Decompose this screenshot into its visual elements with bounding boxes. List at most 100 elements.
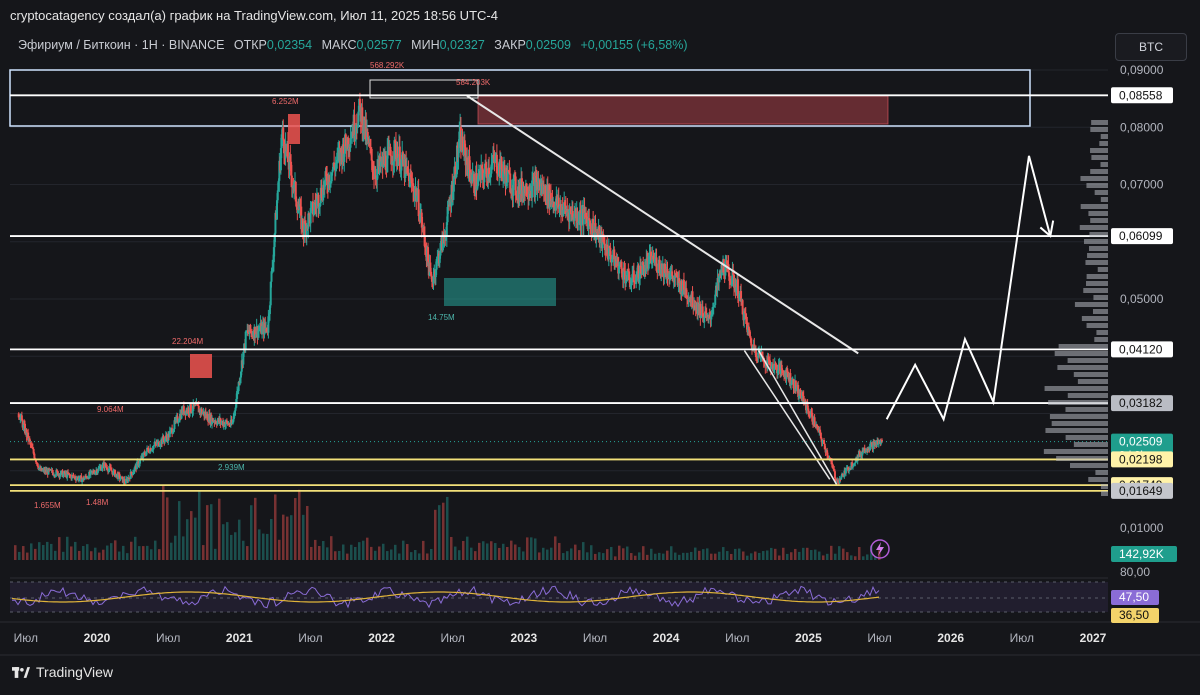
candle-body bbox=[844, 468, 847, 474]
volume-bar bbox=[278, 539, 281, 560]
candle-body bbox=[271, 267, 274, 272]
candle-body bbox=[454, 166, 457, 178]
volume-profile-bar bbox=[1083, 288, 1108, 293]
volume-bar bbox=[778, 555, 781, 560]
volume-bar bbox=[742, 551, 745, 560]
candle-body bbox=[172, 429, 175, 433]
candle-body bbox=[587, 218, 590, 230]
candle-body bbox=[78, 478, 81, 481]
change-value: +0,00155 (+6,58%) bbox=[580, 38, 688, 52]
candle-body bbox=[400, 159, 403, 171]
candle-body bbox=[484, 163, 487, 169]
volume-profile-bar bbox=[1090, 127, 1108, 132]
candle-body bbox=[497, 174, 500, 176]
level-price-box bbox=[1111, 482, 1173, 499]
candle-body bbox=[749, 336, 752, 339]
volume-bar bbox=[190, 511, 193, 560]
candle-body bbox=[592, 233, 595, 236]
candle-body bbox=[20, 415, 23, 421]
tradingview-logo[interactable]: TradingView bbox=[12, 664, 113, 680]
volume-bar bbox=[210, 504, 213, 560]
volume-bar bbox=[290, 515, 293, 560]
candle-body bbox=[806, 402, 809, 409]
candle-body bbox=[441, 232, 444, 251]
candle-body bbox=[608, 246, 611, 248]
candle-body bbox=[785, 368, 788, 379]
candle-body bbox=[720, 264, 723, 276]
candle-body bbox=[630, 282, 633, 285]
candle-body bbox=[386, 150, 389, 173]
candle-body bbox=[527, 193, 530, 199]
candle-body bbox=[623, 267, 626, 272]
volume-bar bbox=[74, 541, 77, 560]
volume-profile-bar bbox=[1081, 316, 1108, 321]
candle-body bbox=[632, 270, 635, 282]
candle-body bbox=[786, 368, 789, 373]
candle-body bbox=[502, 171, 505, 178]
candle-body bbox=[297, 209, 300, 213]
volume-bar bbox=[106, 545, 109, 560]
candle-body bbox=[189, 404, 192, 413]
candle-body bbox=[745, 319, 748, 323]
volume-bar bbox=[874, 556, 877, 560]
candle-body bbox=[420, 212, 423, 228]
volume-bar bbox=[670, 546, 673, 560]
volume-bar bbox=[402, 540, 405, 560]
candle-body bbox=[297, 209, 300, 211]
candle-body bbox=[62, 473, 65, 477]
volume-bar bbox=[22, 546, 25, 560]
volume-bar bbox=[530, 537, 533, 560]
candle-body bbox=[566, 208, 569, 213]
candle-body bbox=[588, 218, 591, 221]
volume-bar bbox=[30, 543, 33, 560]
y-tick-label: 0,09000 bbox=[1120, 63, 1164, 77]
candle-body bbox=[819, 429, 822, 433]
candle-body bbox=[700, 315, 703, 319]
lightning-icon[interactable] bbox=[870, 539, 890, 559]
volume-bar bbox=[38, 542, 41, 560]
volume-bar bbox=[554, 536, 557, 560]
volume-bar bbox=[646, 554, 649, 560]
volume-bar bbox=[174, 535, 177, 560]
candle-body bbox=[645, 258, 648, 272]
candle-body bbox=[372, 172, 375, 174]
candle-body bbox=[792, 379, 795, 389]
candle-body bbox=[85, 475, 88, 477]
candle-body bbox=[342, 144, 345, 163]
candle-body bbox=[635, 277, 638, 284]
candle-body bbox=[197, 405, 200, 413]
candle-body bbox=[699, 303, 702, 319]
volume-bar bbox=[110, 543, 113, 560]
candle-body bbox=[339, 148, 342, 162]
candle-body bbox=[92, 471, 95, 473]
symbol-name[interactable]: Эфириум / Биткоин · 1H · BINANCE bbox=[18, 38, 225, 52]
candle-body bbox=[138, 463, 141, 466]
volume-profile-bar bbox=[1085, 260, 1108, 265]
candle-body bbox=[549, 192, 552, 202]
volume-bar bbox=[194, 517, 197, 560]
candle-body bbox=[250, 332, 253, 336]
candle-body bbox=[833, 471, 836, 479]
volume-profile-bar bbox=[1080, 204, 1108, 209]
candle-body bbox=[117, 473, 120, 479]
volume-profile-bar bbox=[1086, 281, 1108, 286]
candle-body bbox=[344, 134, 347, 146]
candle-body bbox=[254, 334, 257, 338]
candle-body bbox=[27, 432, 30, 441]
vol-ann-1475m: 14.75M bbox=[428, 313, 455, 322]
candle-body bbox=[682, 280, 685, 290]
currency-button[interactable]: BTC bbox=[1115, 33, 1187, 61]
candle-body bbox=[680, 281, 683, 296]
candle-body bbox=[230, 419, 233, 424]
candle-body bbox=[790, 380, 793, 385]
volume-bar bbox=[334, 551, 337, 560]
volume-bar bbox=[790, 552, 793, 560]
candle-body bbox=[439, 243, 442, 256]
vol-ann-584k: 584.203K bbox=[456, 78, 491, 87]
level-price-box bbox=[1111, 341, 1173, 358]
candle-body bbox=[274, 212, 277, 234]
candle-body bbox=[237, 382, 240, 391]
candle-body bbox=[318, 206, 321, 209]
candle-body bbox=[392, 161, 395, 166]
